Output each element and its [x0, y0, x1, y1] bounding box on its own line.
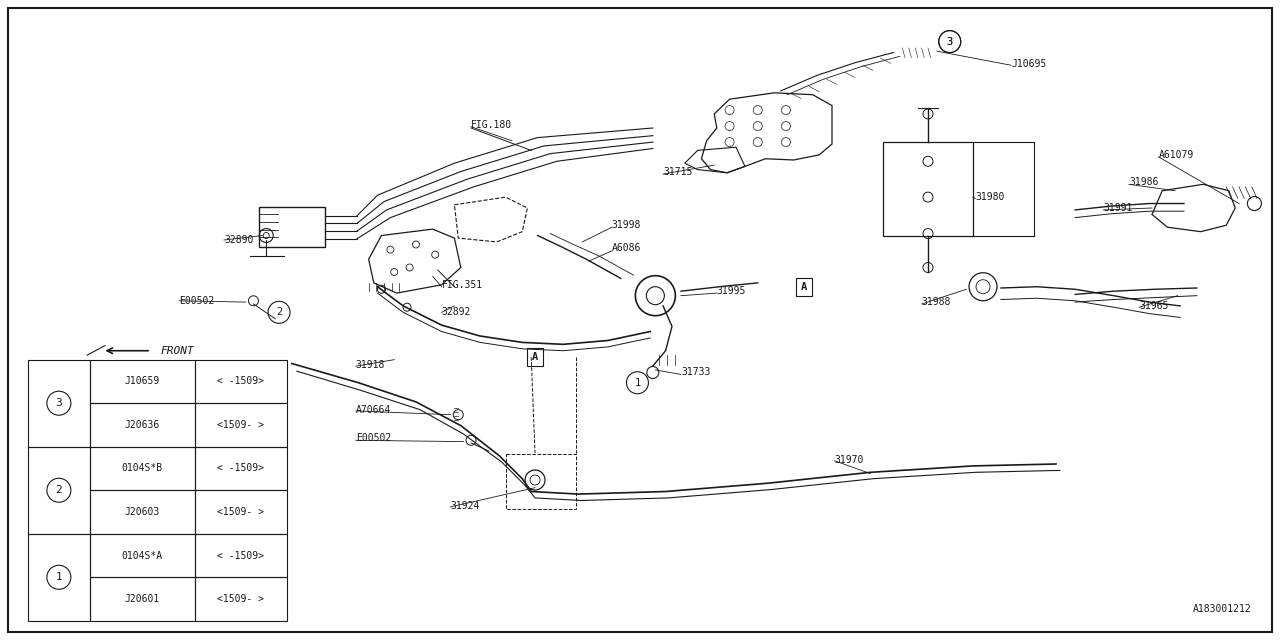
Bar: [28, 360, 90, 447]
Text: A: A: [801, 282, 806, 292]
Text: FIG.351: FIG.351: [442, 280, 483, 290]
Text: 31986: 31986: [1129, 177, 1158, 188]
Text: FRONT: FRONT: [160, 346, 193, 356]
Text: A6086: A6086: [612, 243, 641, 253]
Bar: [90, 360, 195, 403]
Text: 1: 1: [635, 378, 640, 388]
Bar: [883, 142, 973, 236]
Text: 32890: 32890: [224, 235, 253, 245]
Bar: [90, 447, 195, 490]
Text: < -1509>: < -1509>: [218, 550, 264, 561]
Bar: [195, 490, 287, 534]
Text: 31918: 31918: [356, 360, 385, 370]
Text: 3: 3: [55, 398, 63, 408]
Text: 31970: 31970: [835, 454, 864, 465]
Text: 2: 2: [276, 307, 282, 317]
Text: A61079: A61079: [1158, 150, 1194, 160]
Text: E00502: E00502: [179, 296, 215, 306]
Bar: [506, 454, 576, 509]
Bar: [90, 577, 195, 621]
Bar: [28, 447, 90, 534]
Bar: [195, 577, 287, 621]
Text: 31965: 31965: [1139, 301, 1169, 311]
Text: 31924: 31924: [451, 500, 480, 511]
Text: 2: 2: [55, 485, 63, 495]
Bar: [259, 207, 325, 247]
Text: J20603: J20603: [124, 507, 160, 517]
Text: 31988: 31988: [922, 297, 951, 307]
Text: A: A: [532, 352, 538, 362]
Bar: [195, 360, 287, 403]
Text: < -1509>: < -1509>: [218, 463, 264, 474]
Text: 3: 3: [947, 36, 952, 47]
Text: 3: 3: [947, 36, 952, 47]
Bar: [195, 403, 287, 447]
Text: J10659: J10659: [124, 376, 160, 387]
Text: A70664: A70664: [356, 404, 392, 415]
Bar: [90, 403, 195, 447]
Text: <1509- >: <1509- >: [218, 594, 264, 604]
Bar: [28, 534, 90, 621]
Text: 32892: 32892: [442, 307, 471, 317]
Text: 31998: 31998: [612, 220, 641, 230]
Bar: [195, 447, 287, 490]
Bar: [195, 534, 287, 577]
Text: 31733: 31733: [681, 367, 710, 378]
Text: A183001212: A183001212: [1193, 604, 1252, 614]
Bar: [90, 534, 195, 577]
Text: <1509- >: <1509- >: [218, 507, 264, 517]
Text: < -1509>: < -1509>: [218, 376, 264, 387]
Text: J10695: J10695: [1011, 59, 1047, 69]
Text: 0104S*A: 0104S*A: [122, 550, 163, 561]
Text: 1: 1: [55, 572, 63, 582]
Text: J20636: J20636: [124, 420, 160, 430]
Text: <1509- >: <1509- >: [218, 420, 264, 430]
Text: J20601: J20601: [124, 594, 160, 604]
Bar: [90, 490, 195, 534]
Text: FIG.180: FIG.180: [471, 120, 512, 130]
Bar: [527, 348, 543, 366]
Text: E00502: E00502: [356, 433, 392, 444]
Text: 31715: 31715: [663, 166, 692, 177]
Bar: [796, 278, 812, 296]
Text: 31991: 31991: [1103, 203, 1133, 213]
Text: 31995: 31995: [717, 286, 746, 296]
Text: 0104S*B: 0104S*B: [122, 463, 163, 474]
Text: 31980: 31980: [975, 192, 1005, 202]
